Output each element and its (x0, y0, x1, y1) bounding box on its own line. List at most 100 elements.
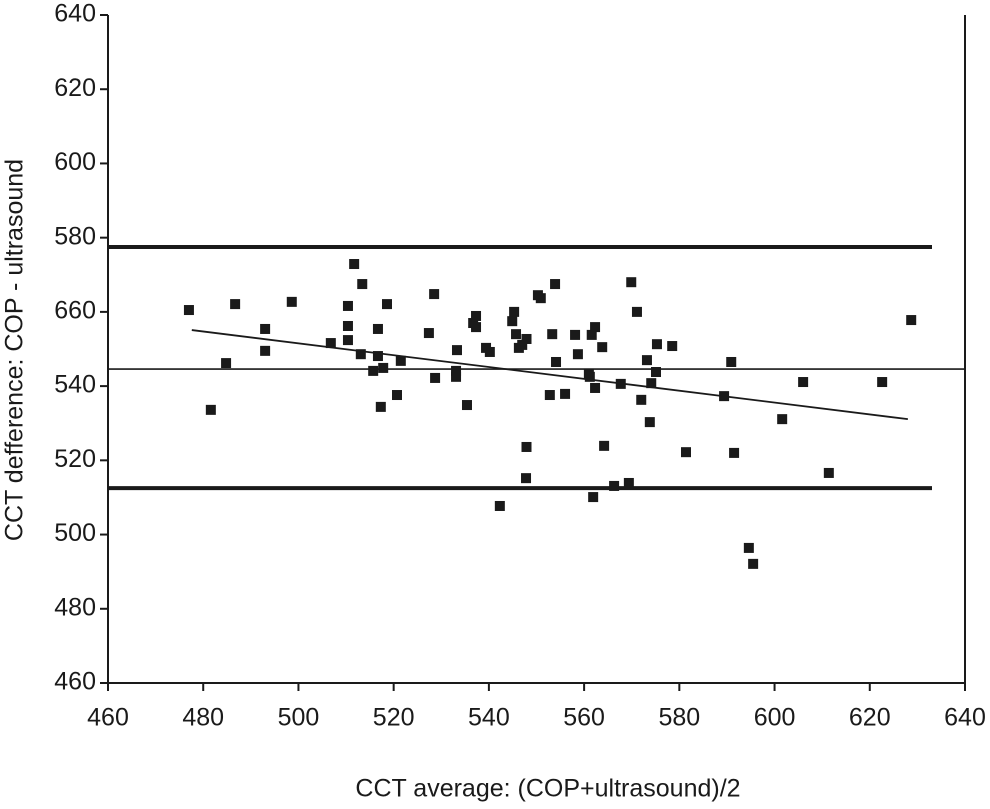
y-tick-label: 620 (54, 74, 96, 102)
data-point (342, 320, 353, 331)
trend-line (191, 329, 908, 421)
data-point (511, 329, 522, 340)
data-point (588, 492, 599, 503)
data-point (451, 365, 462, 376)
data-point (651, 367, 662, 378)
data-point (378, 362, 389, 373)
data-point (550, 279, 561, 290)
x-tick-label: 500 (278, 704, 320, 732)
y-tick-label: 520 (54, 445, 96, 473)
x-axis-title: CCT average: (COP+ultrasound)/2 (355, 775, 740, 803)
y-tick-label: 660 (54, 296, 96, 324)
axis-frame (107, 15, 966, 684)
data-point (357, 279, 368, 290)
data-point (451, 345, 462, 356)
x-tick-label: 620 (849, 704, 891, 732)
data-point (646, 378, 657, 389)
data-point (521, 333, 532, 344)
x-tick-label: 580 (658, 704, 700, 732)
data-point (777, 414, 788, 425)
data-point (729, 447, 740, 458)
data-point (342, 300, 353, 311)
data-point (631, 306, 642, 317)
data-point (471, 310, 482, 321)
data-point (570, 329, 581, 340)
data-point (599, 440, 610, 451)
data-point (748, 558, 759, 569)
data-point (615, 378, 626, 389)
data-point (517, 339, 528, 350)
x-tick-label: 640 (944, 704, 986, 732)
data-point (521, 441, 532, 452)
data-point (325, 338, 336, 349)
data-point (507, 316, 518, 327)
data-point (651, 339, 662, 350)
data-point (877, 377, 888, 388)
x-tick-label: 600 (754, 704, 796, 732)
data-point (372, 323, 383, 334)
data-point (461, 400, 472, 411)
x-tick-label: 480 (182, 704, 224, 732)
y-tick-label: 480 (54, 593, 96, 621)
data-point (391, 390, 402, 401)
data-point (636, 394, 647, 405)
data-point (484, 346, 495, 357)
data-point (230, 299, 241, 310)
data-point (667, 341, 678, 352)
data-point (221, 358, 232, 369)
data-point (286, 296, 297, 307)
data-point (494, 500, 505, 511)
data-point (680, 447, 691, 458)
y-axis-title: CCT defference: COP - ultrasound (1, 159, 29, 541)
data-point (423, 328, 434, 339)
data-point (205, 404, 216, 415)
data-point (355, 349, 366, 360)
data-point (260, 323, 271, 334)
x-tick-label: 540 (468, 704, 510, 732)
data-point (368, 365, 379, 376)
data-point (382, 299, 393, 310)
data-point (609, 480, 620, 491)
data-point (430, 372, 441, 383)
data-point (544, 390, 555, 401)
data-point (372, 351, 383, 362)
data-point (590, 382, 601, 393)
data-point (451, 371, 462, 382)
data-point (726, 356, 737, 367)
data-point (586, 329, 597, 340)
data-point (906, 315, 917, 326)
data-point (535, 293, 546, 304)
data-point (560, 388, 571, 399)
data-point (644, 417, 655, 428)
y-tick-label: 640 (54, 0, 96, 28)
data-point (183, 305, 194, 316)
data-point (584, 371, 595, 382)
data-point (823, 467, 834, 478)
data-point (342, 335, 353, 346)
data-point (572, 349, 583, 360)
data-point (260, 345, 271, 356)
y-tick-label: 500 (54, 519, 96, 547)
data-point (547, 329, 558, 340)
y-tick-label: 460 (54, 668, 96, 696)
data-point (719, 391, 730, 402)
data-point (641, 355, 652, 366)
data-point (597, 342, 608, 353)
x-tick-label: 560 (563, 704, 605, 732)
data-point (590, 322, 601, 333)
data-point (509, 306, 520, 317)
data-point (349, 259, 360, 270)
data-point (626, 277, 637, 288)
data-point (395, 355, 406, 366)
data-point (375, 401, 386, 412)
data-point (551, 356, 562, 367)
data-point (521, 473, 532, 484)
data-point (743, 542, 754, 553)
y-tick-label: 600 (54, 148, 96, 176)
y-tick-label: 580 (54, 222, 96, 250)
x-tick-label: 460 (87, 704, 129, 732)
data-point (798, 377, 809, 388)
data-point (471, 322, 482, 333)
data-point (623, 477, 634, 488)
